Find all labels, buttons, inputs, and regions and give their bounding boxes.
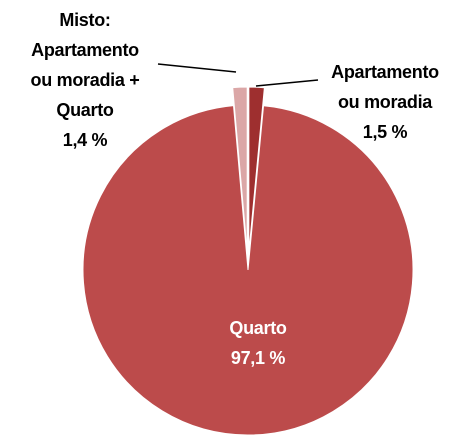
slice-label: Quarto [229,318,287,338]
slice-label: Apartamento ou moradia [331,62,439,112]
value-label: 97,1 % [230,348,286,368]
pie-slice [248,86,265,253]
leader-line [157,63,237,73]
pie-slice [82,105,414,436]
leader-line [255,79,319,87]
slice-label: Misto: Apartamento ou moradia + Quarto [30,10,140,120]
value-label: 1,4 % [62,130,108,150]
pie-slice [232,86,248,253]
value-label: 1,5 % [362,122,408,142]
